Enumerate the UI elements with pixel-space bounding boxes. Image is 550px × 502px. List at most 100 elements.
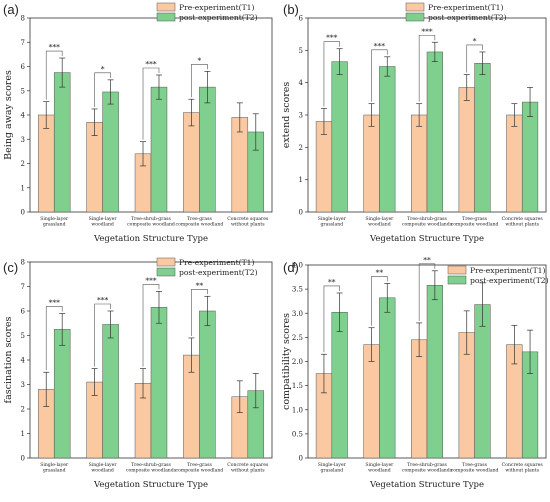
x-tick-label: composite woodland [127,222,175,228]
y-tick-label: 2.0 [292,358,303,366]
x-tick-label: woodland [91,468,114,474]
bar-t2-1 [53,72,71,213]
bar-t2-3 [150,307,168,459]
y-tick-label: 4 [21,112,26,120]
bar-t2-3 [426,51,443,213]
significance-bracket [45,50,63,100]
significance-bracket [418,34,436,102]
significance-bracket [371,49,388,102]
significance-marker: * [473,36,477,45]
bar-t1-3 [411,339,428,459]
y-tick-label: 5 [299,47,303,55]
significance-marker: *** [49,43,61,52]
x-tick-label: woodland [368,468,391,474]
y-tick-label: 7 [21,283,25,291]
x-tick-label: Tree-grass [187,462,212,468]
bar-t1-4 [458,87,475,213]
x-tick-label: Single-layer [318,462,347,468]
bar-t2-4 [474,63,491,213]
x-tick-label: grassland [320,222,343,228]
legend-swatch-t1 [405,2,425,12]
y-tick-label: 0 [21,209,25,217]
y-tick-label: 6 [299,15,304,23]
x-tick-label: without plants [231,468,265,474]
x-tick-label: Tree-shrub-grass [131,216,171,222]
x-tick-label: Single-layer [40,462,69,468]
x-tick-label: Concrete squares [502,462,544,468]
y-tick-label: 4 [21,357,26,365]
legend-label: post-experiment(T2) [470,276,549,285]
panel-label: (a) [3,2,19,17]
bar-t2-4 [199,310,216,459]
legend: Pre-experiment(T1)post-experiment(T2) [156,2,258,22]
bar-t2-1 [331,312,348,459]
y-tick-label: 1 [21,184,25,192]
y-tick-label: 8 [21,259,25,267]
y-tick-label: 6 [21,308,26,316]
panel-label: (c) [3,260,18,275]
significance-bracket [323,285,340,353]
x-tick-label: without plants [505,222,539,228]
significance-bracket [191,289,208,336]
significance-bracket [371,276,388,326]
y-tick-label: 3 [21,381,25,389]
x-tick-label: Single-layer [365,462,394,468]
x-tick-label: Tree-shrub-grass [131,462,171,468]
legend-swatch-t2 [405,12,425,22]
chart-panel-2: (b) 0 1 2 3 4 5 6 extend scores Vegetation Struct… [281,2,547,244]
legend-swatch-t1 [156,257,176,267]
y-tick-label: 3 [21,136,25,144]
panel-label: (d) [283,260,299,275]
x-tick-label: woodland [91,222,114,228]
y-tick-label: 3 [299,112,303,120]
x-tick-label: Single-layer [89,216,118,222]
legend: Pre-experiment(T1)post-experiment(T2) [156,257,258,277]
y-tick-label: 3.0 [292,310,303,318]
x-tick-label: composite woodland [451,222,499,228]
significance-marker: *** [145,276,157,285]
significance-marker: *** [49,298,61,307]
x-tick-label: Concrete squares [502,216,544,222]
legend-label: Pre-experiment(T1) [179,3,254,12]
y-tick-label: 4 [299,79,304,87]
bar-t2-4 [474,304,491,459]
x-tick-label: grassland [43,222,66,228]
significance-bracket [418,263,436,321]
x-axis-label: Vegetation Structure Type [369,480,484,490]
bar-t2-2 [379,297,396,459]
legend-swatch-t2 [156,12,176,22]
x-axis-label: Vegetation Structure Type [93,234,208,244]
legend-swatch-t1 [447,265,467,275]
y-tick-label: 0 [299,209,303,217]
x-tick-label: Tree-grass [187,216,212,222]
x-tick-label: Single-layer [40,216,69,222]
y-axis-label: fascination scores [3,316,14,403]
significance-marker: ** [196,281,204,290]
y-tick-label: 5 [21,332,25,340]
legend-label: post-experiment(T2) [428,13,507,22]
y-axis-label: Being away scores [3,70,14,160]
y-tick-label: 6 [21,63,26,71]
significance-marker: ** [328,277,336,286]
y-axis-label: compatibility scores [281,313,292,410]
significance-marker: ** [423,255,431,264]
y-tick-label: 5 [21,87,25,95]
x-tick-label: composite woodland [176,468,224,474]
x-axis-label: Vegetation Structure Type [93,480,208,490]
x-tick-label: Tree-shrub-grass [407,462,447,468]
y-tick-label: 8 [21,15,25,23]
x-tick-label: Single-layer [89,462,118,468]
bar-t2-3 [150,86,168,213]
y-tick-label: 0 [21,455,25,463]
legend-swatch-t2 [447,275,467,285]
significance-bracket [94,303,111,367]
significance-marker: *** [145,59,157,68]
significance-marker: *** [326,33,338,42]
bar-t2-4 [199,86,216,213]
y-tick-label: 2.5 [292,334,303,342]
bar-t1-4 [183,112,200,213]
x-tick-label: composite woodland [451,468,499,474]
x-tick-label: woodland [368,222,391,228]
x-tick-label: without plants [505,468,539,474]
